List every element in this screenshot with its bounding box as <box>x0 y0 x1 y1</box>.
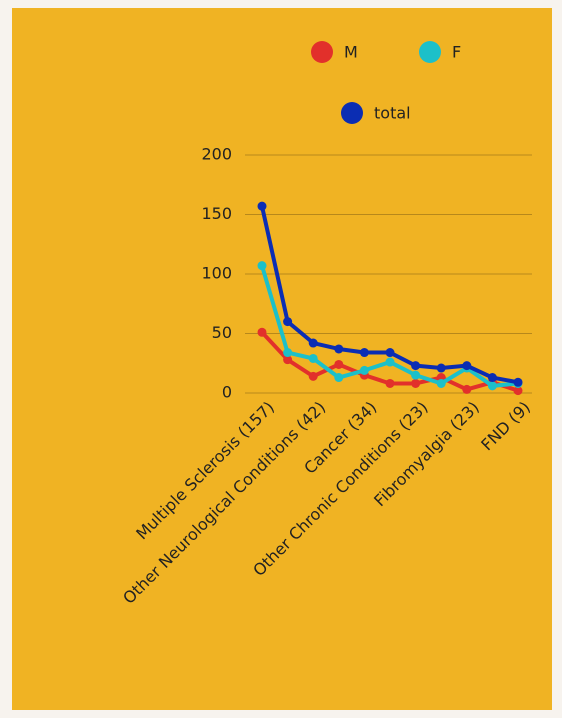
point <box>487 373 497 383</box>
point <box>308 353 318 363</box>
point <box>257 327 267 337</box>
legend-swatch <box>419 41 441 63</box>
point <box>334 373 344 383</box>
point <box>257 261 267 271</box>
point <box>487 381 497 391</box>
point <box>334 344 344 354</box>
y-tick-label: 200 <box>201 145 232 164</box>
point <box>513 377 523 387</box>
y-tick-label: 50 <box>212 323 232 342</box>
point <box>257 201 267 211</box>
point <box>462 384 472 394</box>
point <box>411 361 421 371</box>
point <box>283 348 293 358</box>
point <box>436 363 446 373</box>
point <box>334 359 344 369</box>
point <box>436 378 446 388</box>
point <box>283 317 293 327</box>
y-tick-label: 100 <box>201 264 232 283</box>
point <box>359 348 369 358</box>
point <box>385 348 395 358</box>
point <box>411 370 421 380</box>
panel <box>12 8 552 710</box>
legend-swatch <box>341 102 363 124</box>
point <box>513 386 523 396</box>
point <box>283 355 293 365</box>
legend-label: total <box>374 104 411 123</box>
legend-swatch <box>311 41 333 63</box>
point <box>411 378 421 388</box>
point <box>359 365 369 375</box>
point <box>308 338 318 348</box>
point <box>462 361 472 371</box>
y-tick-label: 150 <box>201 204 232 223</box>
legend-label: M <box>344 43 358 62</box>
point <box>385 378 395 388</box>
point <box>385 357 395 367</box>
legend-label: F <box>452 43 461 62</box>
y-tick-label: 0 <box>222 383 232 402</box>
point <box>308 371 318 381</box>
